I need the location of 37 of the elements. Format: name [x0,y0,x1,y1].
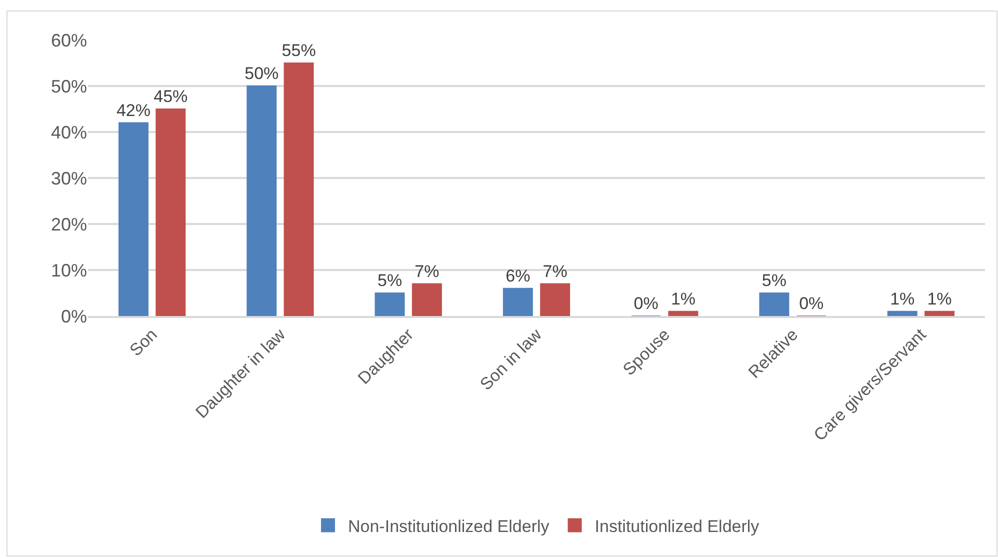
y-tick-label: 40% [50,122,87,142]
data-label: 55% [282,41,316,60]
y-tick-label: 10% [50,260,87,280]
x-tick-label: Son [126,325,161,360]
bar [246,86,277,316]
bar [924,310,954,316]
data-label: 1% [670,289,696,308]
legend-label: Institutionlized Elderly [594,516,760,536]
data-label: 1% [890,289,915,308]
bar [540,283,570,316]
data-label: 5% [762,271,786,290]
y-tick-label: 50% [50,76,87,96]
data-label: 45% [154,87,188,106]
y-tick-label: 0% [60,306,87,326]
bar [502,288,533,316]
y-tick-label: 60% [50,30,87,50]
bar [668,310,698,316]
bar [118,122,148,316]
y-tick-label: 20% [50,214,87,234]
data-label: 0% [634,294,658,313]
data-label: 7% [542,262,568,281]
data-label: 5% [377,271,402,290]
data-label: 1% [927,289,952,308]
bar [759,292,790,316]
bar [374,292,405,316]
data-label: 7% [414,262,440,281]
legend-label: Non-Institutionlized Elderly [348,516,550,536]
data-label: 50% [244,64,279,83]
data-label: 6% [506,266,530,286]
bar [284,62,314,316]
data-label: 0% [799,294,824,313]
y-tick-label: 30% [50,168,87,188]
x-tick-label: Son in law [476,324,546,394]
data-label: 42% [116,100,151,120]
bar [887,310,918,316]
bar [156,108,186,316]
bar [412,283,442,316]
